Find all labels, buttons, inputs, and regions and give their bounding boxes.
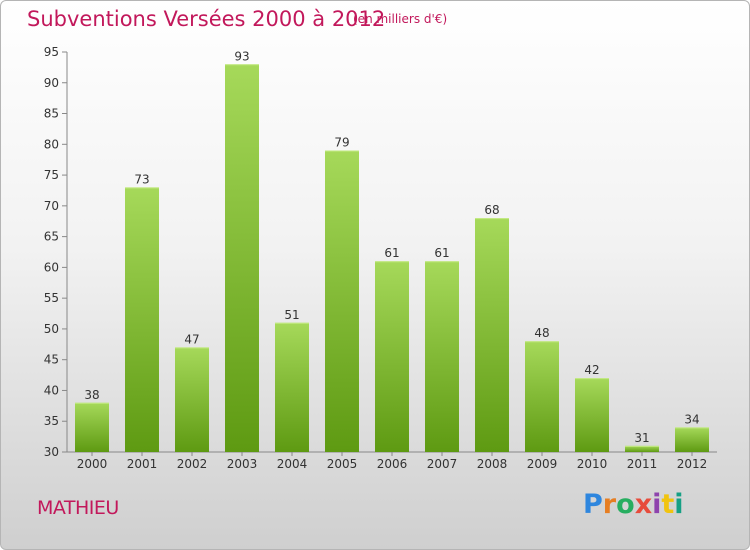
bar-2002 [175, 347, 209, 452]
logo-letter: i [652, 489, 662, 520]
logo-letter: x [634, 489, 653, 520]
y-tick-label: 35 [44, 414, 59, 428]
y-tick-label: 90 [44, 76, 59, 90]
axes: 30 35 40 45 50 55 60 65 70 75 80 85 90 95 [44, 45, 717, 459]
x-tick-label: 2004 [277, 457, 308, 471]
y-tick-label: 40 [44, 383, 59, 397]
logo-letter: r [602, 489, 617, 520]
y-tick-label: 85 [44, 107, 59, 121]
value-label: 61 [434, 246, 449, 260]
commune-name: MATHIEU [37, 497, 119, 519]
value-label: 31 [634, 431, 649, 445]
bar-2010 [575, 378, 609, 452]
y-tick-label: 45 [44, 353, 59, 367]
y-tick-label: 60 [44, 260, 59, 274]
y-tick-label: 65 [44, 230, 59, 244]
bar-2009 [525, 341, 559, 452]
y-tick-label: 55 [44, 291, 59, 305]
x-tick-label: 2001 [127, 457, 158, 471]
proxiti-logo: Proxiti [583, 489, 684, 520]
value-label: 38 [84, 388, 99, 402]
y-tick-label: 80 [44, 137, 59, 151]
y-tick-label: 50 [44, 322, 59, 336]
bar-2003 [225, 64, 259, 453]
value-label: 34 [684, 412, 699, 426]
x-tick-label: 2008 [477, 457, 508, 471]
bars [75, 64, 709, 453]
logo-letter: t [661, 489, 675, 520]
bar-2006 [375, 261, 409, 452]
bar-2011 [625, 445, 659, 452]
bar-2001 [125, 187, 159, 452]
value-label: 73 [134, 172, 149, 186]
x-tick-label: 2006 [377, 457, 408, 471]
labels: 2000 38 2001 73 2002 47 2003 93 2004 51 2005 79 2006… [77, 49, 708, 471]
x-tick-label: 2010 [577, 457, 608, 471]
x-tick-label: 2005 [327, 457, 358, 471]
bar-2007 [425, 261, 459, 452]
logo-letter: o [616, 489, 635, 520]
bar-2008 [475, 218, 509, 452]
value-label: 68 [484, 203, 499, 217]
chart-subtitle: (en milliers d'€) [353, 12, 448, 26]
x-tick-label: 2003 [227, 457, 258, 471]
bar-2000 [75, 402, 109, 452]
x-tick-label: 2012 [677, 457, 708, 471]
x-tick-label: 2009 [527, 457, 558, 471]
value-label: 93 [234, 49, 249, 63]
value-label: 61 [384, 246, 399, 260]
y-tick-label: 95 [44, 45, 59, 59]
y-tick-label: 75 [44, 168, 59, 182]
y-tick-label: 30 [44, 445, 59, 459]
value-label: 51 [284, 308, 299, 322]
logo-letter: P [583, 489, 603, 520]
x-tick-label: 2011 [627, 457, 658, 471]
value-label: 79 [334, 135, 349, 149]
x-tick-label: 2000 [77, 457, 108, 471]
value-label: 42 [584, 363, 599, 377]
logo-letter: i [674, 489, 684, 520]
y-tick-label: 70 [44, 199, 59, 213]
value-label: 47 [184, 332, 199, 346]
value-label: 48 [534, 326, 549, 340]
x-tick-label: 2002 [177, 457, 208, 471]
x-tick-label: 2007 [427, 457, 458, 471]
bar-2012 [675, 427, 709, 452]
chart-title: Subventions Versées 2000 à 2012 [27, 7, 386, 31]
bar-2004 [275, 322, 309, 452]
bar-2005 [325, 150, 359, 452]
